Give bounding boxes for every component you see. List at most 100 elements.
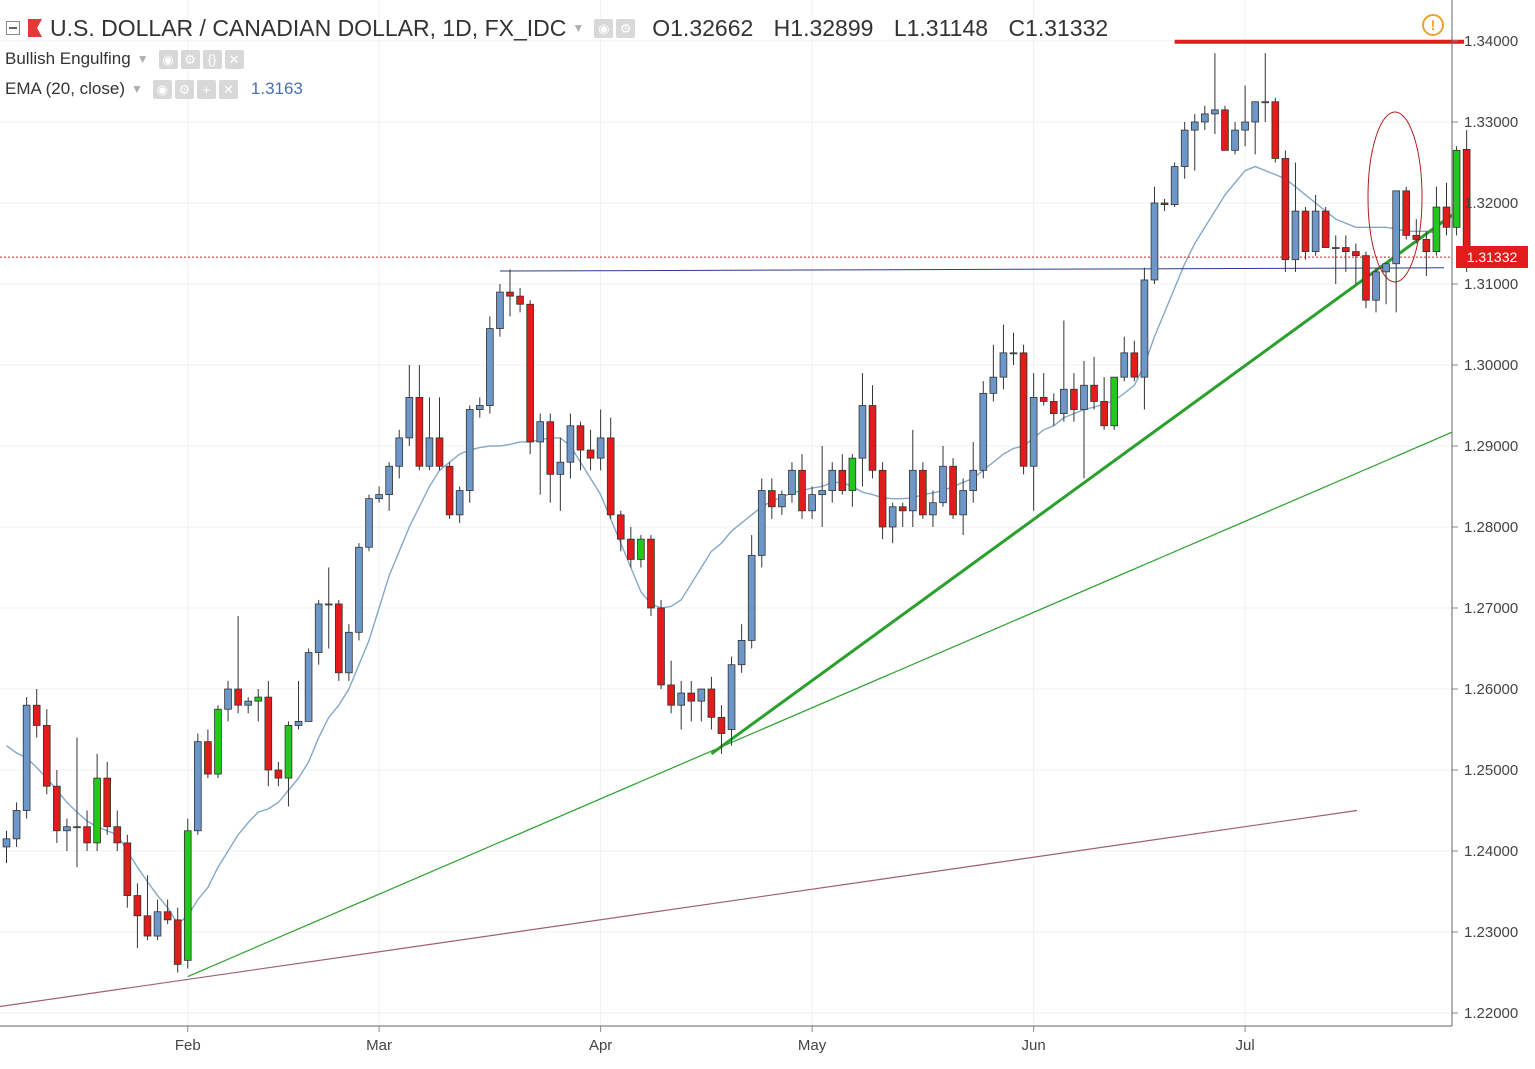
candle-body [12, 810, 21, 840]
candle-body [848, 457, 857, 491]
candle [929, 490, 937, 527]
candle [455, 486, 464, 523]
candle [959, 478, 967, 536]
candle [1211, 53, 1219, 135]
warning-icon[interactable]: ! [1422, 14, 1444, 36]
gear-icon[interactable]: ⚙ [174, 79, 194, 99]
candle [1291, 162, 1300, 272]
code-icon[interactable]: {} [202, 49, 222, 69]
candle-body [194, 741, 202, 832]
candle [586, 429, 595, 471]
candle [979, 381, 988, 479]
candle-body [999, 352, 1008, 378]
candle [264, 680, 273, 787]
candle-body [264, 696, 273, 771]
indicator-row-ema[interactable]: EMA (20, close) ▼ ◉ ⚙ + ✕ 1.3163 [0, 76, 303, 102]
candle [1241, 85, 1249, 147]
ohlc-values: O1.32662 H1.32899 L1.31148 C1.31332 [652, 15, 1122, 42]
eye-icon[interactable]: ◉ [158, 49, 178, 69]
candle-body [304, 652, 313, 722]
candle [324, 567, 333, 649]
candle-body [435, 437, 444, 467]
candle-body [727, 664, 736, 730]
chart-header: U.S. DOLLAR / CANADIAN DOLLAR, 1D, FX_ID… [0, 10, 1122, 46]
candle [73, 737, 81, 868]
candle [173, 907, 182, 973]
eye-icon[interactable]: ◉ [594, 18, 614, 38]
candle [788, 462, 796, 503]
candle-body [868, 405, 877, 471]
candle-body [757, 490, 766, 556]
candle [1170, 162, 1179, 208]
chevron-down-icon[interactable]: ▼ [136, 52, 149, 66]
candle-body [445, 465, 454, 516]
candle [12, 802, 21, 847]
close-icon[interactable]: ✕ [218, 79, 238, 99]
candle-body [526, 303, 534, 443]
candle-body [123, 842, 132, 896]
candle-body [73, 826, 81, 829]
plus-icon[interactable]: + [196, 79, 216, 99]
price-tick-label: 1.25000 [1464, 762, 1518, 779]
gear-icon[interactable]: ⚙ [616, 18, 636, 38]
candle-body [324, 603, 333, 606]
candle [546, 413, 555, 503]
candle [1331, 235, 1340, 284]
candle-body [1009, 352, 1018, 355]
candle-body [254, 696, 263, 702]
indicator-row-pattern[interactable]: Bullish Engulfing ▼ ◉ ⚙ {} ✕ [0, 46, 247, 72]
candle-body [1039, 396, 1048, 402]
candle [858, 373, 867, 487]
candle-body [1402, 190, 1411, 236]
candle [677, 680, 685, 730]
candle-body [677, 692, 685, 706]
candles [2, 53, 1471, 973]
candle-body [204, 741, 212, 775]
candle-body [1190, 121, 1199, 131]
candle-body [586, 449, 595, 459]
candle [53, 770, 61, 843]
candle [576, 421, 585, 471]
candle [143, 875, 152, 941]
candle-body [1372, 271, 1380, 301]
close-icon[interactable]: ✕ [224, 49, 244, 69]
candle-body [224, 688, 232, 710]
candle-body [1241, 121, 1249, 131]
candle [949, 458, 957, 519]
gear-icon[interactable]: ⚙ [180, 49, 200, 69]
chevron-down-icon[interactable]: ▼ [131, 82, 143, 96]
candle [294, 680, 303, 730]
candle [496, 284, 504, 337]
candle [1130, 340, 1139, 382]
candle [757, 478, 766, 568]
candle-body [1321, 210, 1330, 248]
eye-icon[interactable]: ◉ [152, 79, 172, 99]
grid [0, 0, 1452, 1026]
candle-body [798, 469, 806, 512]
price-tick-label: 1.29000 [1464, 438, 1518, 455]
candle [405, 365, 414, 446]
candle-body [365, 498, 373, 548]
candle [314, 599, 323, 665]
candle-body [667, 684, 675, 706]
candle [1452, 146, 1461, 236]
flag-icon[interactable] [28, 19, 42, 37]
candle-body [1120, 352, 1129, 378]
candle [335, 599, 343, 681]
candle [1342, 235, 1350, 272]
candle [163, 899, 172, 924]
candle [32, 689, 41, 738]
collapse-icon[interactable] [6, 21, 20, 35]
candle [637, 535, 645, 568]
ema-value: 1.3163 [250, 79, 303, 98]
candle [22, 697, 31, 819]
candle [183, 818, 192, 969]
candle-body [133, 895, 142, 917]
candle-body [949, 465, 957, 516]
candle-body [627, 538, 635, 560]
primary-trendline [710, 213, 1453, 756]
time-tick-label: Mar [366, 1037, 392, 1054]
chevron-down-icon[interactable]: ▼ [572, 21, 585, 35]
open-value: O1.32662 [652, 14, 754, 41]
candle [1352, 243, 1360, 284]
